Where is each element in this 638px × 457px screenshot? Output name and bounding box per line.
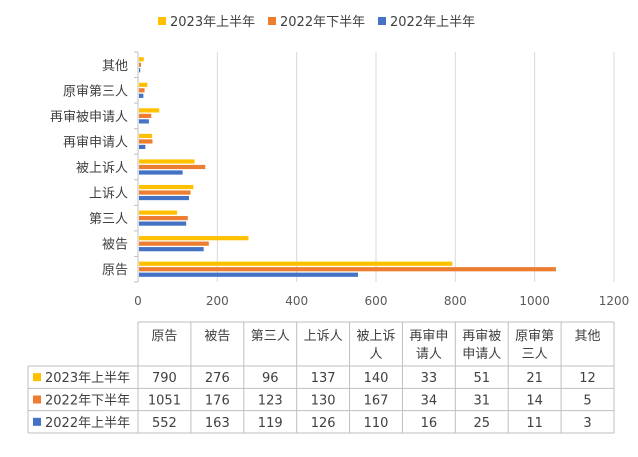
legend-swatch-1 bbox=[268, 17, 276, 25]
table-header: 再审被申请人 bbox=[462, 329, 501, 362]
table-header: 原告 bbox=[151, 329, 177, 344]
x-tick-label: 600 bbox=[365, 294, 388, 308]
bar-2-0 bbox=[139, 272, 358, 277]
bar-1-8 bbox=[139, 62, 141, 67]
table-cell: 34 bbox=[421, 394, 438, 409]
bar-1-3 bbox=[139, 190, 191, 195]
table-cell: 276 bbox=[205, 371, 230, 386]
table-cell: 33 bbox=[421, 371, 438, 386]
bar-2-4 bbox=[139, 170, 183, 175]
table-cell: 12 bbox=[579, 371, 596, 386]
table-header: 被上诉人 bbox=[356, 329, 395, 362]
x-tick-label: 400 bbox=[285, 294, 308, 308]
bar-1-2 bbox=[139, 216, 188, 221]
bar-0-2 bbox=[139, 210, 178, 215]
legend-label-1: 2022年下半年 bbox=[280, 15, 365, 30]
bar-1-0 bbox=[139, 267, 556, 272]
bar-0-7 bbox=[139, 82, 148, 87]
table-cell: 140 bbox=[364, 371, 389, 386]
table-row-label: 2022年上半年 bbox=[45, 416, 130, 431]
table-header: 上诉人 bbox=[304, 329, 343, 344]
bar-2-1 bbox=[139, 247, 204, 252]
bar-2-5 bbox=[139, 144, 146, 150]
table-legend-swatch-2 bbox=[33, 417, 41, 426]
table-cell: 51 bbox=[474, 371, 491, 386]
table-row-label: 2023年上半年 bbox=[45, 371, 130, 386]
y-tick-label: 被上诉人 bbox=[76, 161, 128, 176]
x-tick-label: 1200 bbox=[599, 294, 630, 308]
x-tick-label: 0 bbox=[134, 294, 142, 308]
x-tick-label: 800 bbox=[444, 294, 467, 308]
table-cell: 1051 bbox=[148, 394, 181, 409]
table-cell: 167 bbox=[364, 394, 389, 409]
bar-2-2 bbox=[139, 221, 187, 226]
bar-0-4 bbox=[139, 159, 195, 164]
table-cell: 11 bbox=[526, 416, 543, 431]
table-header: 再审申请人 bbox=[409, 329, 448, 362]
table-cell: 110 bbox=[364, 416, 389, 431]
bar-2-6 bbox=[139, 119, 149, 124]
y-tick-label: 第三人 bbox=[89, 212, 128, 227]
bar-1-6 bbox=[139, 113, 152, 118]
table-legend-swatch-0 bbox=[33, 373, 41, 382]
table-cell: 119 bbox=[258, 416, 283, 431]
table-header: 第三人 bbox=[251, 329, 290, 344]
bar-0-0 bbox=[139, 261, 453, 266]
table-row-label: 2022年下半年 bbox=[45, 394, 130, 409]
table-cell: 137 bbox=[311, 371, 336, 386]
y-tick-label: 原告 bbox=[102, 263, 128, 278]
table-cell: 790 bbox=[152, 371, 177, 386]
table-cell: 25 bbox=[474, 416, 491, 431]
bar-2-7 bbox=[139, 93, 144, 98]
bar-0-3 bbox=[139, 184, 194, 190]
table-cell: 96 bbox=[262, 371, 279, 386]
bar-2-3 bbox=[139, 195, 189, 201]
bar-0-1 bbox=[139, 236, 249, 241]
bar-2-8 bbox=[139, 68, 141, 73]
table-cell: 16 bbox=[421, 416, 438, 431]
y-tick-label: 再审申请人 bbox=[63, 135, 128, 150]
bar-0-8 bbox=[139, 57, 144, 62]
table-cell: 552 bbox=[152, 416, 177, 431]
table-cell: 31 bbox=[474, 394, 491, 409]
x-tick-label: 200 bbox=[206, 294, 229, 308]
bar-0-5 bbox=[139, 133, 153, 139]
legend-label-2: 2022年上半年 bbox=[390, 15, 475, 30]
y-tick-label: 原审第三人 bbox=[63, 84, 128, 99]
table-header: 其他 bbox=[575, 329, 601, 344]
table-cell: 3 bbox=[583, 416, 591, 431]
x-tick-label: 1000 bbox=[519, 294, 550, 308]
bar-1-4 bbox=[139, 164, 206, 170]
y-tick-label: 再审被申请人 bbox=[50, 110, 128, 125]
bar-1-5 bbox=[139, 139, 153, 144]
bar-0-6 bbox=[139, 108, 160, 113]
legend-label-0: 2023年上半年 bbox=[170, 15, 255, 30]
table-header: 原审第三人 bbox=[515, 329, 554, 362]
legend-swatch-2 bbox=[378, 17, 386, 25]
bar-1-7 bbox=[139, 88, 145, 93]
table-cell: 126 bbox=[311, 416, 336, 431]
table-cell: 5 bbox=[583, 394, 591, 409]
y-tick-label: 被告 bbox=[102, 238, 128, 253]
table-cell: 163 bbox=[205, 416, 230, 431]
table-legend-swatch-1 bbox=[33, 395, 41, 404]
bar-1-1 bbox=[139, 241, 209, 246]
legend-swatch-0 bbox=[158, 17, 166, 25]
y-tick-label: 其他 bbox=[102, 59, 128, 74]
y-tick-label: 上诉人 bbox=[89, 187, 128, 202]
table-cell: 176 bbox=[205, 394, 230, 409]
table-header: 被告 bbox=[204, 329, 230, 344]
table-cell: 14 bbox=[526, 394, 543, 409]
table-cell: 21 bbox=[526, 371, 543, 386]
table-cell: 123 bbox=[258, 394, 283, 409]
table-cell: 130 bbox=[311, 394, 336, 409]
